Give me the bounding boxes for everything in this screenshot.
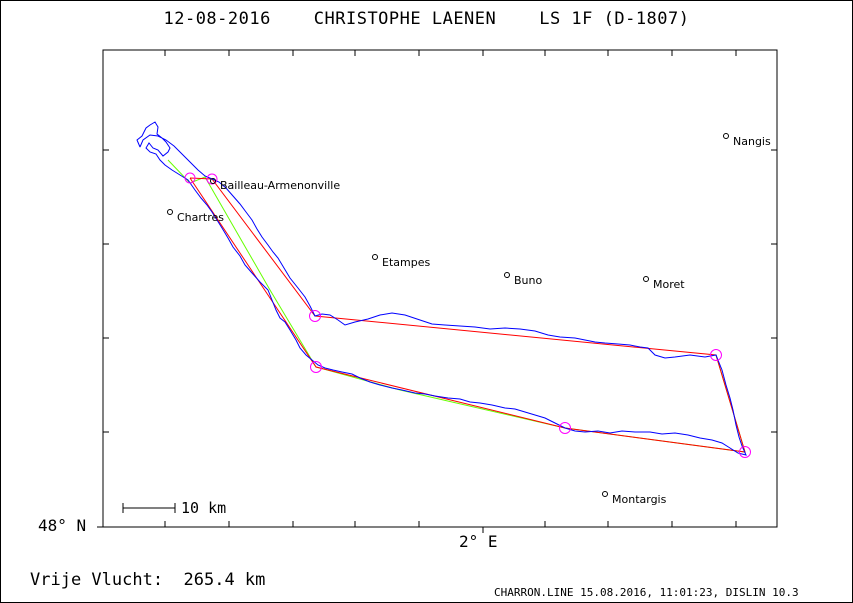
- flight-title: 12-08-2016 CHRISTOPHE LAENEN LS 1F (D-18…: [163, 9, 690, 29]
- left-ticks: [97, 149, 109, 528]
- right-ticks: [771, 149, 777, 433]
- place-marker-icon: [602, 491, 608, 497]
- place-label: Buno: [514, 274, 542, 287]
- place-label: Montargis: [612, 493, 667, 506]
- place-label: Moret: [653, 278, 685, 291]
- turnpoints: [184, 172, 751, 458]
- place-chartres: Chartres: [167, 209, 224, 224]
- place-buno: Buno: [504, 272, 542, 287]
- place-moret: Moret: [643, 276, 685, 291]
- place-montargis: Montargis: [602, 491, 667, 506]
- map-frame: [102, 49, 778, 528]
- place-marker-icon: [210, 178, 216, 184]
- place-marker-icon: [167, 209, 173, 215]
- turnpoint-start: [206, 173, 218, 185]
- optimized-route: [167, 159, 746, 453]
- latitude-label: 48° N: [38, 516, 86, 535]
- turnpoint-6: [309, 310, 321, 322]
- top-ticks: [164, 50, 737, 56]
- place-label: Etampes: [382, 256, 430, 269]
- place-label: Nangis: [733, 135, 771, 148]
- turnpoint-4: [739, 446, 751, 458]
- place-label: Bailleau-Armenonville: [220, 179, 340, 192]
- task-route: [189, 177, 746, 453]
- turnpoint-3: [559, 422, 571, 434]
- turnpoint-1: [184, 172, 196, 184]
- place-bailleau: Bailleau-Armenonville: [210, 178, 340, 192]
- place-marker-icon: [723, 133, 729, 139]
- place-marker-icon: [372, 254, 378, 260]
- scale-bar-label: 10 km: [181, 499, 226, 517]
- turnpoint-2: [310, 361, 322, 373]
- longitude-label: 2° E: [459, 532, 498, 551]
- file-info: CHARRON.LINE 15.08.2016, 11:01:23, DISLI…: [494, 586, 799, 599]
- place-etampes: Etampes: [372, 254, 430, 269]
- free-flight-distance: Vrije Vlucht: 265.4 km: [30, 570, 266, 590]
- place-label: Chartres: [177, 211, 224, 224]
- place-marker-icon: [504, 272, 510, 278]
- scale-bar: [122, 503, 176, 513]
- gps-track: [136, 121, 747, 456]
- place-nangis: Nangis: [723, 133, 771, 148]
- place-marker-icon: [643, 276, 649, 282]
- turnpoint-5: [710, 349, 722, 361]
- bottom-ticks: [164, 521, 737, 533]
